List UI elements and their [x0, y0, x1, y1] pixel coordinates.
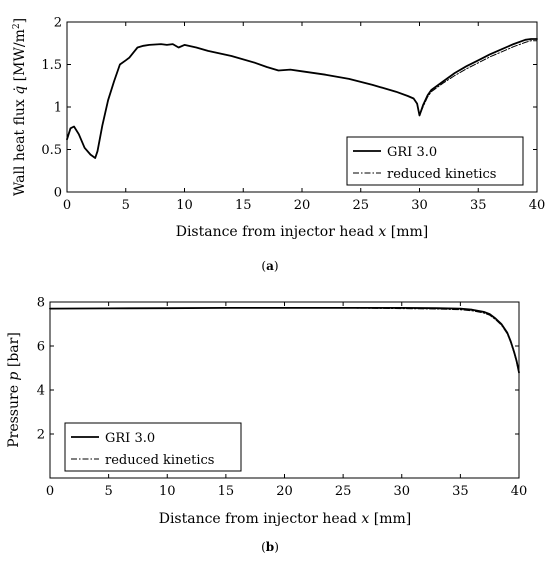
y-tick-label: 2	[54, 16, 62, 31]
axis-ticks	[49, 301, 520, 478]
chart-b: 0 5 10 15 20 25 30 35 40 2 4 6 8 Distance from inje…	[6, 296, 527, 555]
x-tick-label: 20	[276, 484, 293, 499]
legend-label-reduced: reduced kinetics	[387, 167, 496, 182]
y-tick-labels: 2 4 6 8	[37, 296, 45, 443]
y-tick-label: 4	[37, 384, 45, 399]
x-tick-labels: 0 5 10 15 20 25 30 35 40	[46, 484, 527, 499]
x-tick-label: 35	[452, 484, 469, 499]
series-line-reduced	[49, 307, 520, 374]
caption-a: (a)	[261, 259, 278, 273]
x-tick-label: 20	[294, 198, 311, 213]
x-tick-label: 0	[46, 484, 54, 499]
y-axis-label: Pressure p [bar]	[6, 332, 22, 448]
x-tick-label: 15	[218, 484, 235, 499]
chart-a: 0 5 10 15 20 25 30 35 40 0 0.5 1 1.5 2 Distance from…	[12, 16, 545, 274]
caption-b: (b)	[261, 540, 279, 554]
x-tick-labels: 0 5 10 15 20 25 30 35 40	[63, 198, 545, 213]
x-tick-label: 30	[411, 198, 428, 213]
series-line-gri	[49, 306, 520, 374]
x-tick-label: 40	[511, 484, 528, 499]
x-tick-label: 40	[529, 198, 546, 213]
axis-ticks	[66, 21, 538, 193]
y-tick-label: 1.5	[41, 58, 62, 73]
y-tick-label: 6	[37, 340, 45, 355]
y-tick-label: 0.5	[41, 143, 62, 158]
y-axis-label: Wall heat flux q̇ [MW/m2]	[12, 18, 28, 196]
series-lines	[66, 38, 538, 159]
x-tick-label: 30	[393, 484, 410, 499]
x-axis-label: Distance from injector head x [mm]	[159, 511, 412, 527]
x-tick-label: 15	[235, 198, 252, 213]
x-tick-label: 5	[104, 484, 112, 499]
x-tick-label: 5	[122, 198, 130, 213]
legend: GRI 3.0 reduced kinetics	[346, 136, 524, 186]
legend: GRI 3.0 reduced kinetics	[64, 422, 242, 472]
x-tick-label: 35	[470, 198, 487, 213]
x-tick-label: 10	[159, 484, 176, 499]
legend-label-gri: GRI 3.0	[105, 431, 155, 446]
y-tick-label: 1	[54, 101, 62, 116]
series-lines	[49, 306, 520, 374]
y-tick-label: 0	[54, 186, 62, 201]
series-line-reduced	[66, 40, 538, 159]
legend-label-reduced: reduced kinetics	[105, 453, 214, 468]
x-axis-label: Distance from injector head x [mm]	[176, 224, 429, 240]
x-tick-label: 25	[335, 484, 352, 499]
x-tick-label: 0	[63, 198, 71, 213]
legend-label-gri: GRI 3.0	[387, 145, 437, 160]
y-tick-label: 8	[37, 296, 45, 311]
x-tick-label: 25	[352, 198, 369, 213]
y-tick-label: 2	[37, 428, 45, 443]
legend-box	[64, 422, 242, 472]
legend-box	[346, 136, 524, 186]
x-tick-label: 10	[176, 198, 193, 213]
y-tick-labels: 0 0.5 1 1.5 2	[41, 16, 62, 201]
